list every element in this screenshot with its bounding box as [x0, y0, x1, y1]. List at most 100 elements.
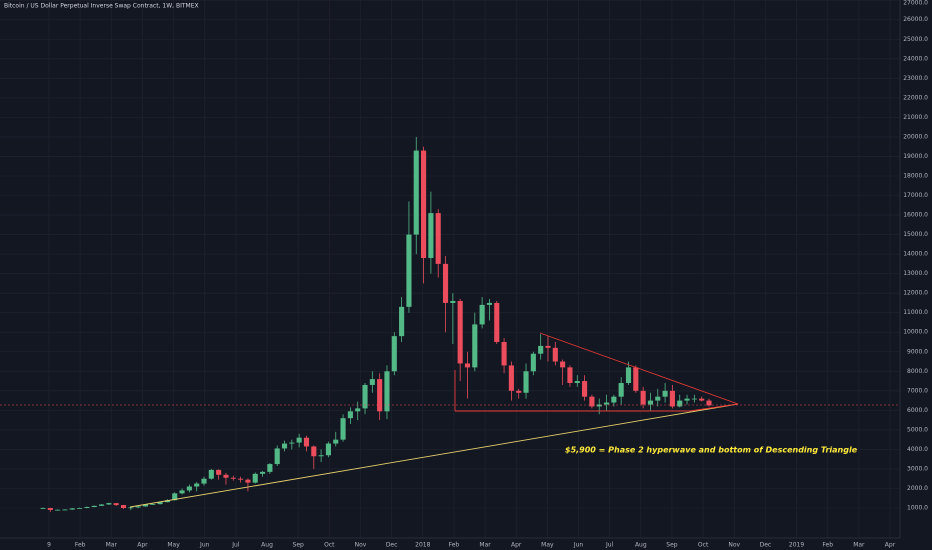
x-tick-label: Aug	[635, 542, 647, 549]
candle-body	[267, 464, 273, 472]
candle-body	[318, 455, 324, 457]
x-tick-label: Apr	[137, 542, 148, 549]
x-tick-label: 2019	[789, 542, 804, 549]
y-tick-label: 25000.0	[903, 36, 928, 43]
candle-body	[347, 411, 353, 419]
y-tick-label: 1000.0	[907, 505, 928, 512]
y-tick-label: 11000.0	[903, 309, 928, 316]
candle-body	[303, 437, 310, 447]
x-tick-label: Dec	[386, 542, 398, 549]
candle-body	[523, 371, 529, 393]
candle-body	[486, 302, 493, 305]
candle-body	[501, 341, 507, 366]
candle-body	[142, 504, 149, 507]
candle-body	[545, 345, 551, 348]
drawings	[0, 332, 900, 508]
candle-body	[611, 396, 617, 403]
y-tick-label: 8000.0	[907, 368, 928, 375]
y-tick-label: 3000.0	[907, 465, 928, 472]
y-tick-label: 4000.0	[907, 446, 928, 453]
candle-body	[311, 446, 317, 457]
candle-body	[62, 509, 68, 511]
x-tick-label: Feb	[75, 542, 86, 549]
candle-body	[377, 379, 383, 412]
y-tick-label: 22000.0	[903, 94, 928, 101]
x-tick-label: Mar	[853, 542, 865, 549]
candle-body	[230, 477, 236, 479]
candle-body	[281, 443, 288, 449]
y-tick-label: 9000.0	[907, 348, 928, 355]
candle-body	[106, 503, 112, 505]
candle-body	[128, 507, 134, 509]
x-tick-label: Jul	[231, 542, 240, 549]
candle-body	[508, 365, 514, 391]
candle-body	[655, 396, 661, 401]
support-trendline	[129, 403, 739, 508]
chart-title: Bitcoin / US Dollar Perpetual Inverse Sw…	[4, 3, 199, 10]
y-tick-label: 27000.0	[903, 0, 928, 7]
candle-body	[113, 503, 119, 506]
y-tick-label: 10000.0	[903, 329, 928, 336]
candle-body	[406, 234, 412, 307]
candle-body	[259, 471, 266, 474]
x-tick-label: Mar	[479, 542, 491, 549]
candle-body	[47, 508, 53, 510]
candle-body	[98, 504, 105, 506]
y-tick-label: 12000.0	[903, 290, 928, 297]
candle-body	[77, 508, 83, 509]
candle-body	[662, 390, 668, 397]
candles	[40, 136, 712, 512]
x-tick-label: Jun	[573, 542, 584, 549]
candle-body	[677, 400, 683, 407]
candle-body	[362, 384, 368, 409]
triangle-upper-line	[539, 332, 739, 405]
candle-body	[201, 478, 207, 484]
x-tick-label: Apr	[511, 542, 522, 549]
candle-body	[91, 505, 97, 508]
candle-body	[450, 300, 456, 303]
candle-body	[333, 439, 339, 444]
candle-body	[135, 506, 141, 508]
y-tick-label: 21000.0	[903, 114, 928, 121]
x-tick-label: 9	[47, 542, 51, 549]
candle-body	[245, 479, 251, 483]
candle-body	[289, 442, 295, 444]
x-tick-label: Dec	[760, 542, 772, 549]
candle-body	[274, 448, 280, 465]
candle-body	[186, 486, 192, 491]
candle-body	[238, 478, 244, 480]
candle-body	[428, 213, 434, 259]
candle-body	[479, 304, 485, 325]
x-tick-label: Sep	[666, 542, 678, 549]
candle-body	[150, 504, 156, 505]
candle-body	[494, 302, 500, 342]
y-tick-label: 18000.0	[903, 172, 928, 179]
x-tick-label: Oct	[324, 542, 335, 549]
grid	[0, 0, 900, 538]
candle-body	[589, 396, 595, 407]
candle-body	[355, 408, 361, 412]
x-tick-label: Apr	[885, 542, 896, 549]
x-tick-label: Oct	[698, 542, 709, 549]
x-tick-label: Jul	[605, 542, 614, 549]
candle-body	[647, 400, 654, 405]
x-tick-label: May	[167, 542, 180, 549]
candle-body	[296, 437, 302, 443]
candle-body	[552, 347, 558, 362]
x-tick-label: Feb	[822, 542, 833, 549]
y-tick-label: 15000.0	[903, 231, 928, 238]
candle-body	[625, 367, 632, 384]
y-tick-label: 5000.0	[907, 426, 928, 433]
y-tick-label: 2000.0	[907, 485, 928, 492]
x-tick-label: Nov	[728, 542, 740, 549]
candle-body	[194, 483, 200, 487]
candle-body	[413, 150, 419, 235]
candle-body	[69, 508, 75, 510]
x-tick-label: 2018	[415, 542, 430, 549]
candle-body	[582, 381, 588, 397]
y-tick-label: 7000.0	[907, 387, 928, 394]
candle-body	[472, 324, 478, 368]
candle-body	[574, 381, 580, 384]
